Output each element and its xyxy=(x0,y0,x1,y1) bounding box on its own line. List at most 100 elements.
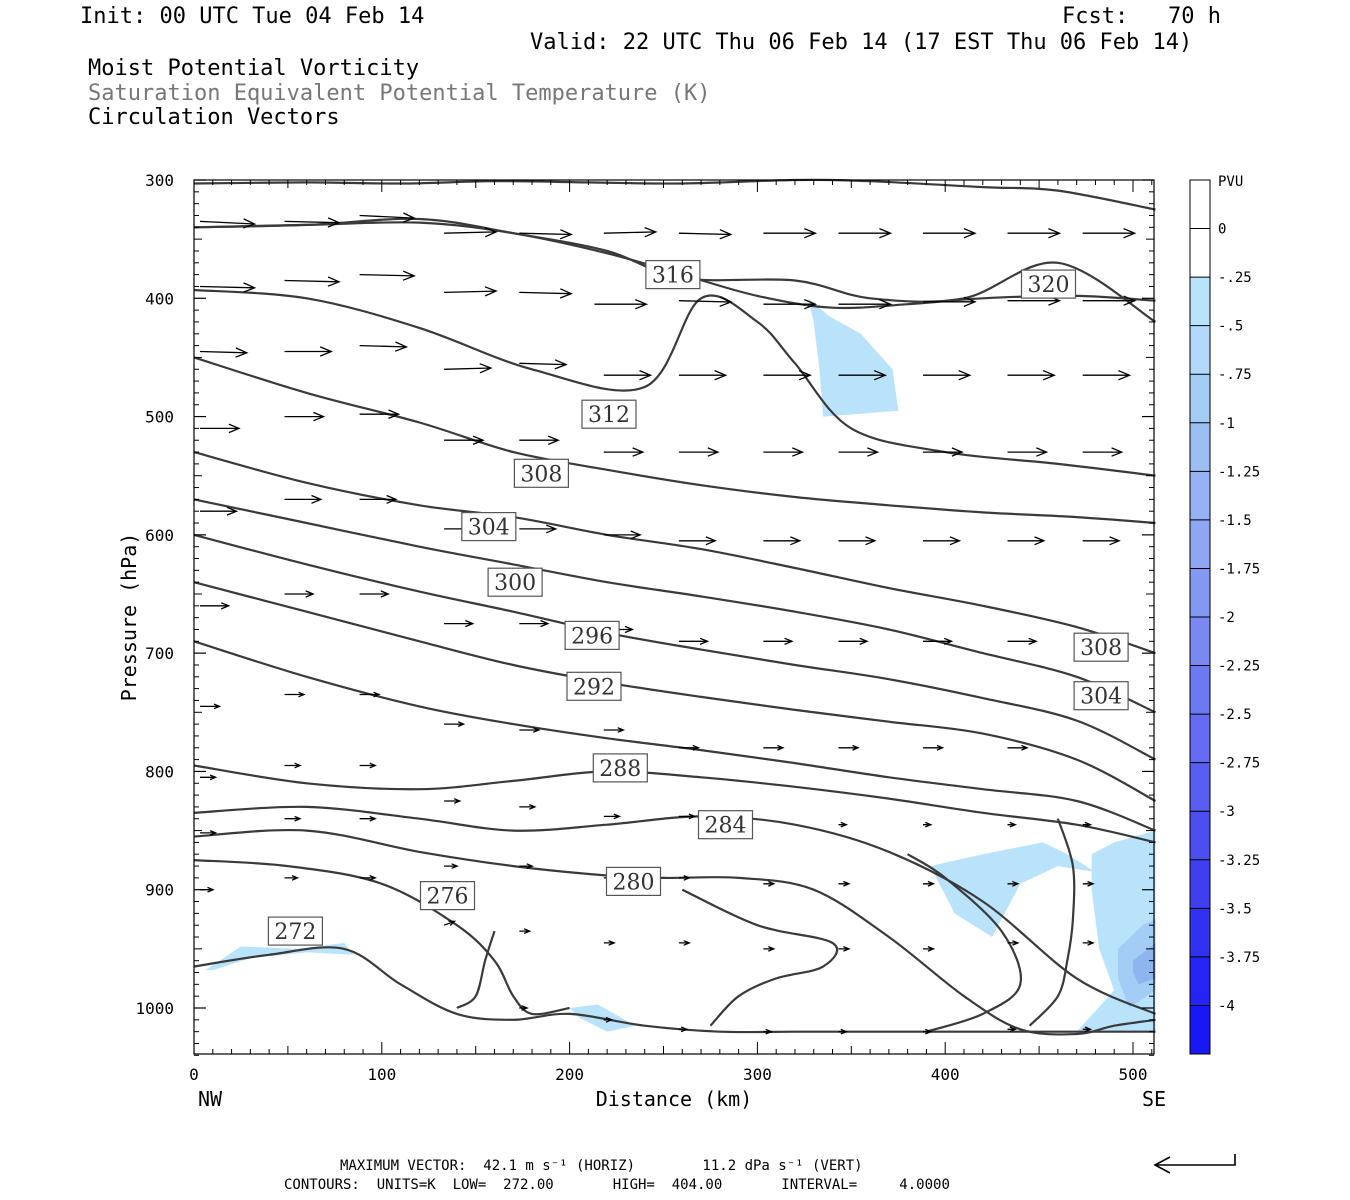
circulation-vector xyxy=(678,229,733,240)
colorbar-title: PVU xyxy=(1218,174,1243,190)
circulation-vector xyxy=(603,813,622,820)
contour-label-box xyxy=(581,399,637,429)
colorbar-segment xyxy=(1190,422,1210,472)
contour-label-box xyxy=(1073,681,1129,711)
colorbar-label: -2 xyxy=(1218,610,1235,626)
contour-label-box xyxy=(513,458,570,488)
colorbar-label: -1.25 xyxy=(1218,464,1260,480)
colorbar-segment xyxy=(1190,471,1210,521)
circulation-vector xyxy=(359,341,409,352)
forecast-hour: Fcst: 70 h xyxy=(1062,4,1221,29)
circulation-vector xyxy=(200,830,218,836)
circulation-vector xyxy=(1082,940,1095,946)
circulation-vector xyxy=(1082,447,1124,457)
contour-label-text: 320 xyxy=(1028,273,1070,298)
colorbar-label: 0 xyxy=(1218,222,1226,238)
field-title-theta: Saturation Equivalent Potential Temperat… xyxy=(88,81,711,106)
theta-contour-line xyxy=(193,828,1156,1036)
theta-contour-layer xyxy=(193,178,1157,1036)
circulation-vector xyxy=(519,803,537,810)
circulation-vector xyxy=(1082,369,1132,381)
circulation-vector xyxy=(678,296,733,307)
pv-shading-layer xyxy=(205,298,1156,1032)
circulation-vector xyxy=(923,536,962,546)
x-end-label-se: SE xyxy=(1142,1087,1166,1111)
contour-label: 304 xyxy=(461,511,517,542)
x-tick-label: 300 xyxy=(743,1065,772,1084)
colorbar-segment xyxy=(1190,277,1210,327)
circulation-vector xyxy=(1082,295,1137,306)
axes-layer: 300 400 500 600 700 800 900 1000 0 100 200 300 400 50… xyxy=(117,171,1166,1111)
theta-contour-line xyxy=(193,859,570,1016)
circulation-vector xyxy=(838,744,860,751)
circulation-vector xyxy=(763,227,818,239)
circulation-vector xyxy=(1007,637,1038,645)
theta-contour-line xyxy=(681,888,839,1027)
colorbar-segment xyxy=(1190,762,1210,812)
colorbar-label: -3.75 xyxy=(1218,950,1260,966)
x-axis-title: Distance (km) xyxy=(596,1087,753,1111)
circulation-vector xyxy=(284,276,341,287)
init-time: Init: 00 UTC Tue 04 Feb 14 xyxy=(80,4,425,29)
circulation-vector xyxy=(594,298,649,310)
contour-label-text: 304 xyxy=(1080,685,1122,710)
contour-label-text: 312 xyxy=(588,403,630,428)
circulation-vector xyxy=(444,863,459,869)
contour-label-box xyxy=(1073,632,1129,662)
circulation-vector xyxy=(678,1026,689,1033)
circulation-vector xyxy=(1082,1026,1093,1033)
field-title-mpv: Moist Potential Vorticity xyxy=(88,56,420,81)
contour-label-box xyxy=(267,916,323,946)
contour-label-box xyxy=(564,620,620,651)
max-vector-note: MAXIMUM VECTOR: 42.1 m s⁻¹ (HORIZ) 11.2 … xyxy=(340,1158,863,1174)
circulation-vector xyxy=(678,940,692,946)
circulation-vector xyxy=(923,744,945,751)
x-tick-label: 400 xyxy=(931,1065,960,1084)
colorbar-segment xyxy=(1190,568,1210,618)
circulation-vector xyxy=(519,1005,529,1011)
contour-label-box xyxy=(605,866,662,897)
circulation-vector xyxy=(678,813,697,820)
circulation-vector xyxy=(359,494,398,504)
circulation-vector xyxy=(763,369,812,381)
colorbar-segment xyxy=(1190,1005,1210,1055)
valid-time: Valid: 22 UTC Thu 06 Feb 14 (17 EST Thu … xyxy=(530,30,1193,55)
plot-frame xyxy=(193,179,1155,1055)
circulation-vector xyxy=(444,363,493,374)
colorbar-label: -3.25 xyxy=(1218,853,1260,869)
colorbar-label: -1.75 xyxy=(1218,561,1260,577)
contour-label-box xyxy=(1020,269,1077,299)
circulation-vector xyxy=(763,447,805,457)
contour-label-text: 284 xyxy=(705,814,747,839)
colorbar-segment xyxy=(1190,811,1210,861)
reference-vector xyxy=(1153,1154,1236,1174)
contour-label: 300 xyxy=(487,567,543,597)
pvu-colorbar: PVU 0 -.25 -.5 -.75 -1 -1.25 -1.5 -1.75 -2 -2.25 -2… xyxy=(1189,174,1260,1055)
colorbar-label: -2.25 xyxy=(1218,659,1260,675)
pv-shaded-region xyxy=(205,942,354,971)
contour-label: 280 xyxy=(605,866,662,897)
circulation-vector xyxy=(284,815,302,822)
circulation-vector xyxy=(519,229,574,240)
circulation-vector xyxy=(838,637,869,645)
circulation-vector xyxy=(519,524,558,534)
colorbar-segment xyxy=(1190,956,1210,1006)
contour-label-text: 300 xyxy=(494,571,536,596)
colorbar-label: -.5 xyxy=(1218,319,1243,335)
circulation-vector xyxy=(923,821,933,828)
x-tick-label: 500 xyxy=(1119,1065,1148,1084)
theta-contour-line xyxy=(193,451,1156,655)
colorbar-segment xyxy=(1190,617,1210,667)
circulation-vector xyxy=(603,369,653,381)
y-tick-label: 800 xyxy=(145,762,174,781)
contour-label-box xyxy=(645,260,701,290)
circulation-vector xyxy=(359,590,390,598)
contour-label-text: 296 xyxy=(571,624,613,649)
circulation-vector xyxy=(923,1028,933,1035)
circulation-vector xyxy=(763,536,802,546)
circulation-vector xyxy=(923,447,964,457)
circulation-vector xyxy=(603,530,642,540)
circulation-vector xyxy=(444,435,485,446)
contour-label-box xyxy=(592,753,648,783)
